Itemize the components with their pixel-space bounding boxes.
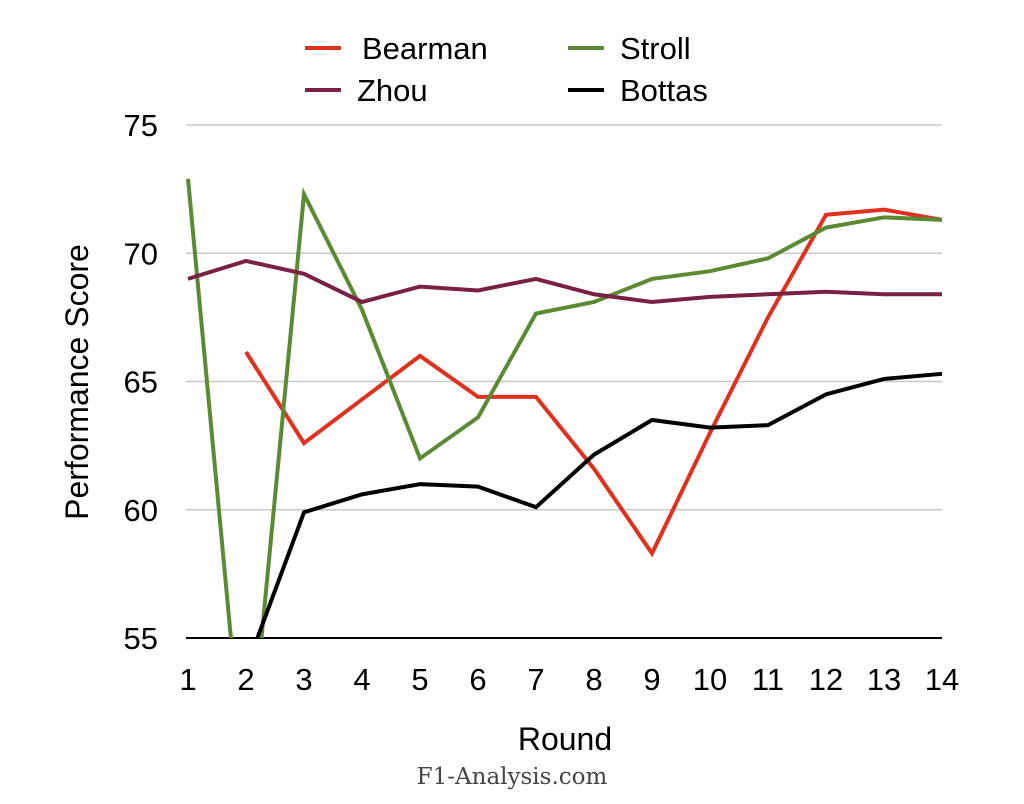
series-line-bearman	[244, 207, 943, 558]
y-tick-label: 70	[124, 236, 158, 271]
series-line-zhou	[187, 258, 942, 305]
y-tick-label: 65	[124, 365, 158, 400]
watermark: F1-Analysis.com	[417, 764, 608, 790]
series-line-stroll	[186, 178, 943, 638]
legend-label: Bottas	[620, 73, 708, 108]
legend-label: Zhou	[357, 73, 428, 108]
legend-label: Stroll	[620, 31, 691, 66]
x-tick-label: 8	[585, 662, 602, 697]
y-tick-label: 75	[124, 108, 158, 143]
y-tick-label: 55	[124, 621, 158, 656]
x-tick-label: 5	[411, 662, 428, 697]
x-tick-label: 10	[693, 662, 727, 697]
x-tick-label: 11	[752, 662, 784, 697]
x-tick-label: 2	[237, 662, 254, 697]
x-tick-label: 1	[179, 662, 196, 697]
x-axis-label: Round	[518, 721, 612, 757]
x-tick-label: 4	[353, 662, 370, 697]
x-tick-label: 9	[643, 662, 660, 697]
y-axis-label: Performance Score	[59, 244, 95, 520]
x-tick-label: 13	[867, 662, 901, 697]
series-line-bottas	[255, 371, 943, 638]
x-tick-label: 3	[295, 662, 312, 697]
x-tick-label: 6	[469, 662, 486, 697]
x-tick-label: 12	[809, 662, 843, 697]
legend-label: Bearman	[362, 31, 488, 66]
y-tick-label: 60	[124, 493, 158, 528]
x-tick-label: 7	[527, 662, 544, 697]
x-tick-label: 14	[925, 662, 959, 697]
